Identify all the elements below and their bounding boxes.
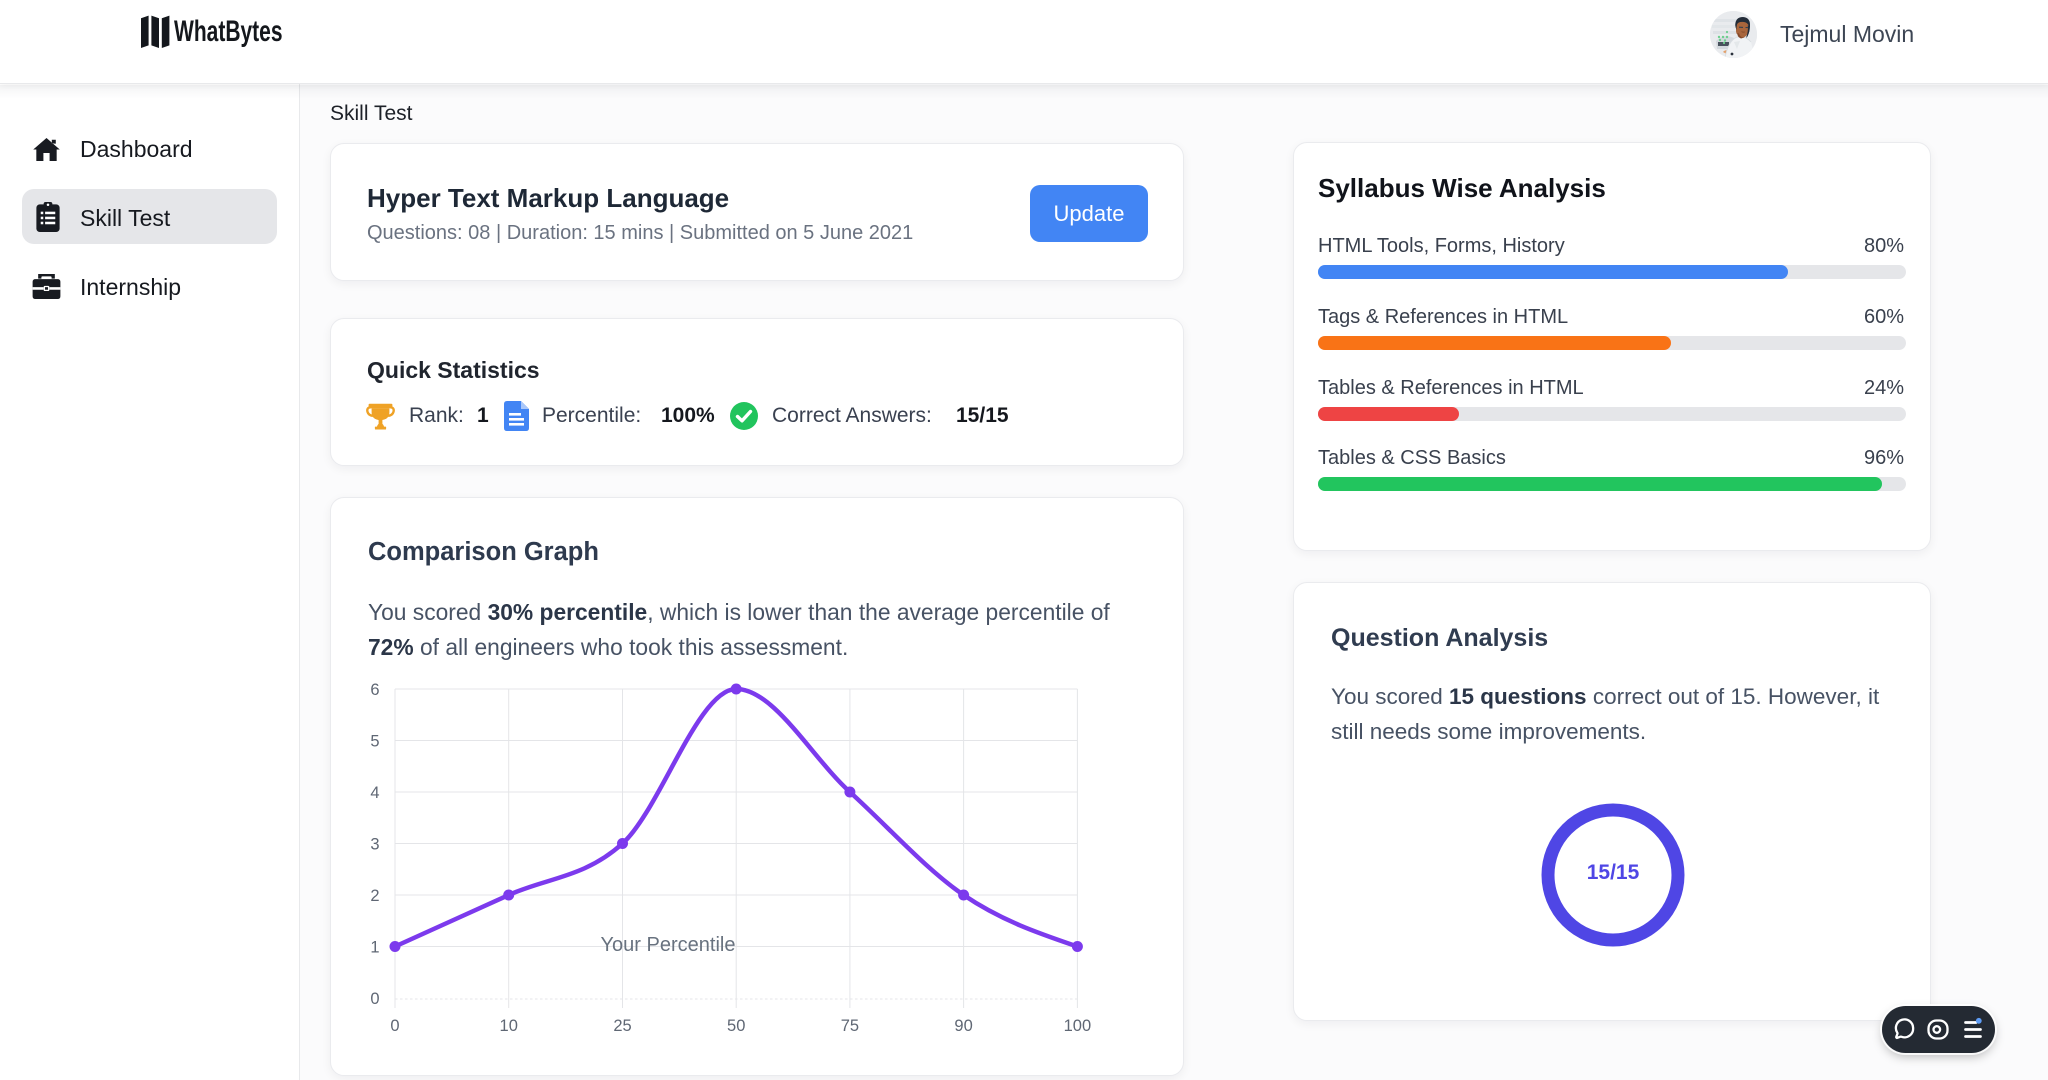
svg-text:50: 50 bbox=[727, 1017, 745, 1035]
svg-text:2: 2 bbox=[370, 887, 379, 905]
svg-text:6: 6 bbox=[370, 681, 379, 699]
svg-text:0: 0 bbox=[390, 1017, 399, 1035]
svg-text:Your Percentile: Your Percentile bbox=[601, 934, 736, 956]
svg-text:5: 5 bbox=[370, 733, 379, 751]
svg-text:0: 0 bbox=[370, 990, 379, 1008]
svg-text:4: 4 bbox=[370, 784, 379, 802]
svg-text:100: 100 bbox=[1064, 1017, 1092, 1035]
svg-text:75: 75 bbox=[841, 1017, 859, 1035]
svg-text:90: 90 bbox=[954, 1017, 972, 1035]
svg-text:25: 25 bbox=[613, 1017, 631, 1035]
svg-text:3: 3 bbox=[370, 836, 379, 854]
svg-text:1: 1 bbox=[370, 939, 379, 957]
svg-text:10: 10 bbox=[500, 1017, 518, 1035]
